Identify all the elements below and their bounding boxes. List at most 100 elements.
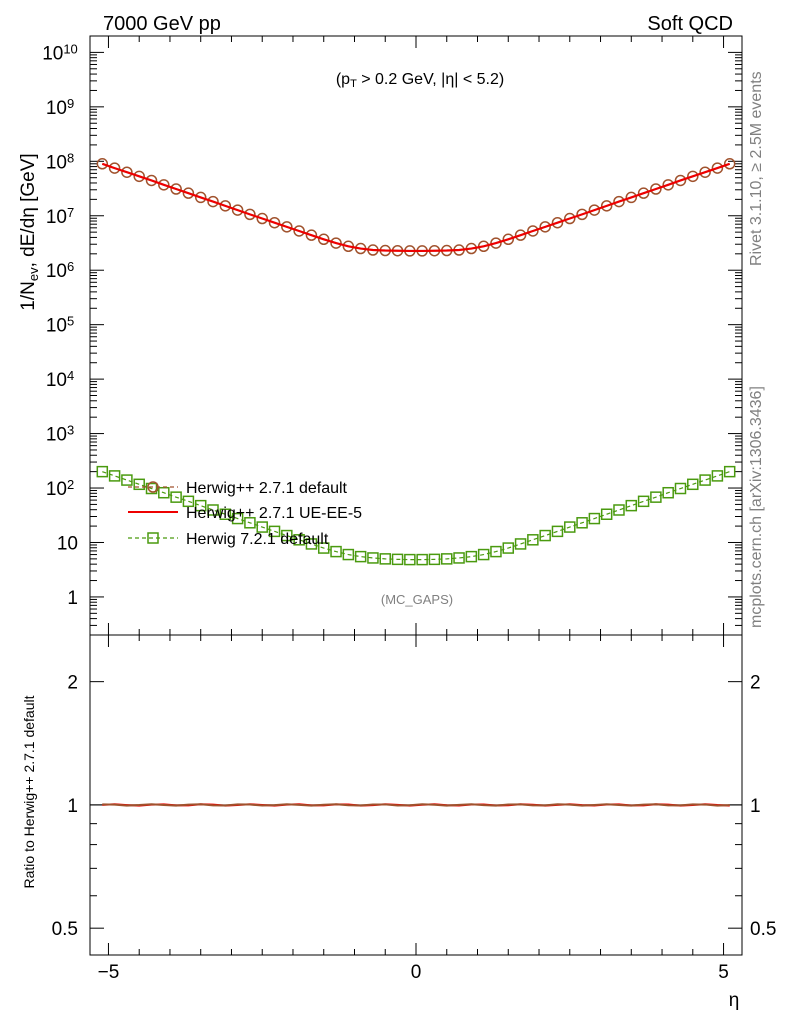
point-0-34 bbox=[514, 229, 527, 241]
point-2-38 bbox=[564, 521, 576, 533]
point-2-9 bbox=[207, 504, 219, 516]
point-2-0 bbox=[96, 465, 109, 478]
point-2-12 bbox=[244, 517, 256, 529]
ratio-tick-label-right: 1 bbox=[750, 796, 761, 817]
point-2-20 bbox=[342, 548, 355, 561]
point-0-18 bbox=[317, 233, 330, 246]
point-0-17 bbox=[305, 229, 318, 241]
point-0-6 bbox=[170, 183, 182, 195]
main-series-group bbox=[96, 158, 736, 566]
legend-label-herwigpp-ueee5: Herwig++ 2.7.1 UE-EE-5 bbox=[186, 505, 362, 522]
point-0-35 bbox=[527, 225, 539, 237]
point-0-37 bbox=[551, 216, 564, 229]
legend-marker-square bbox=[147, 532, 159, 544]
point-2-17 bbox=[305, 538, 318, 550]
point-0-32 bbox=[490, 237, 502, 249]
x-tick-label: 0 bbox=[411, 962, 422, 983]
point-0-3 bbox=[133, 170, 145, 183]
legend-label-herwigpp-default: Herwig++ 2.7.1 default bbox=[186, 480, 348, 497]
legend-entry-herwigpp-ueee5: Herwig++ 2.7.1 UE-EE-5 bbox=[128, 505, 362, 522]
point-2-40 bbox=[588, 512, 601, 525]
cut-annotation: (pT > 0.2 GeV, |η| < 5.2) bbox=[336, 71, 504, 90]
analysis-watermark: (MC_GAPS) bbox=[381, 592, 453, 607]
header-left: 7000 GeV pp bbox=[103, 13, 221, 35]
point-0-43 bbox=[625, 191, 638, 204]
point-2-28 bbox=[441, 553, 453, 565]
x-tick-label: −5 bbox=[98, 962, 120, 983]
legend-entry-herwig7: Herwig 7.2.1 default bbox=[128, 531, 329, 548]
point-2-23 bbox=[379, 553, 391, 565]
point-0-47 bbox=[674, 174, 687, 187]
point-0-15 bbox=[281, 221, 293, 233]
point-2-24 bbox=[391, 553, 404, 566]
point-2-4 bbox=[145, 482, 158, 495]
point-2-1 bbox=[108, 470, 121, 482]
ratio-tick-label-right: 2 bbox=[750, 673, 761, 694]
ratio-series-group bbox=[90, 803, 742, 807]
legend: Herwig++ 2.7.1 default Herwig++ 2.7.1 UE… bbox=[128, 480, 362, 548]
point-0-49 bbox=[699, 166, 711, 178]
point-0-8 bbox=[194, 191, 207, 204]
point-2-35 bbox=[527, 534, 539, 546]
series-line-1 bbox=[101, 162, 731, 253]
series-line-0 bbox=[102, 163, 730, 252]
y-tick-label: 106 bbox=[46, 259, 74, 282]
point-0-39 bbox=[576, 208, 588, 221]
point-2-47 bbox=[674, 482, 687, 495]
ratio-tick-label-left: 1 bbox=[67, 796, 78, 817]
point-0-41 bbox=[600, 200, 613, 212]
x-axis-title: η bbox=[729, 990, 740, 1011]
point-2-6 bbox=[170, 491, 182, 503]
point-0-10 bbox=[219, 200, 232, 212]
point-2-43 bbox=[625, 499, 638, 512]
ratio-y-axis-title: Ratio to Herwig++ 2.7.1 default bbox=[21, 695, 37, 888]
point-2-45 bbox=[650, 491, 662, 503]
main-axis-ticks: 1 10 102 103 104 105 106 107 108 109 1010 bbox=[42, 35, 742, 636]
point-2-2 bbox=[121, 474, 133, 486]
ratio-line-1 bbox=[102, 803, 730, 807]
ratio-tick-label-left: 2 bbox=[67, 673, 78, 694]
mcplots-label: mcplots.cern.ch [arXiv:1306.3436] bbox=[748, 386, 765, 628]
point-0-19 bbox=[330, 237, 342, 249]
y-tick-label: 1 bbox=[67, 588, 78, 609]
point-2-25 bbox=[404, 553, 416, 566]
legend-label-herwig7: Herwig 7.2.1 default bbox=[186, 531, 329, 548]
point-2-51 bbox=[723, 465, 736, 478]
point-0-45 bbox=[650, 183, 662, 195]
ratio-tick-label-right: 0.5 bbox=[750, 919, 776, 940]
y-tick-label: 102 bbox=[46, 477, 74, 500]
point-0-51 bbox=[723, 158, 736, 170]
point-2-41 bbox=[600, 508, 613, 520]
point-2-26 bbox=[416, 553, 428, 566]
point-2-29 bbox=[453, 552, 465, 564]
point-2-5 bbox=[158, 486, 170, 499]
ratio-tick-label-left: 0.5 bbox=[52, 919, 78, 940]
point-0-40 bbox=[588, 204, 601, 216]
y-tick-label: 10 bbox=[57, 533, 78, 554]
point-2-15 bbox=[281, 529, 293, 542]
y-tick-label: 103 bbox=[46, 423, 74, 446]
point-2-33 bbox=[502, 542, 515, 554]
point-2-27 bbox=[428, 553, 441, 566]
point-2-30 bbox=[465, 550, 478, 563]
y-tick-label: 109 bbox=[46, 96, 74, 119]
point-0-42 bbox=[613, 195, 625, 208]
y-tick-label: 1010 bbox=[42, 42, 78, 65]
point-0-11 bbox=[231, 204, 244, 216]
point-2-13 bbox=[256, 521, 268, 533]
point-2-10 bbox=[219, 508, 232, 520]
point-0-13 bbox=[256, 212, 268, 225]
ratio-frame bbox=[89, 634, 743, 956]
point-0-33 bbox=[502, 233, 515, 246]
point-0-0 bbox=[96, 158, 109, 170]
point-2-14 bbox=[268, 525, 281, 538]
point-2-39 bbox=[576, 517, 588, 529]
point-0-12 bbox=[244, 208, 256, 221]
point-2-49 bbox=[699, 474, 711, 486]
point-0-2 bbox=[121, 166, 133, 178]
legend-marker-circle bbox=[147, 481, 159, 493]
y-tick-label: 107 bbox=[46, 205, 74, 228]
point-2-32 bbox=[490, 545, 502, 558]
point-2-16 bbox=[293, 534, 305, 546]
point-0-46 bbox=[662, 179, 674, 191]
